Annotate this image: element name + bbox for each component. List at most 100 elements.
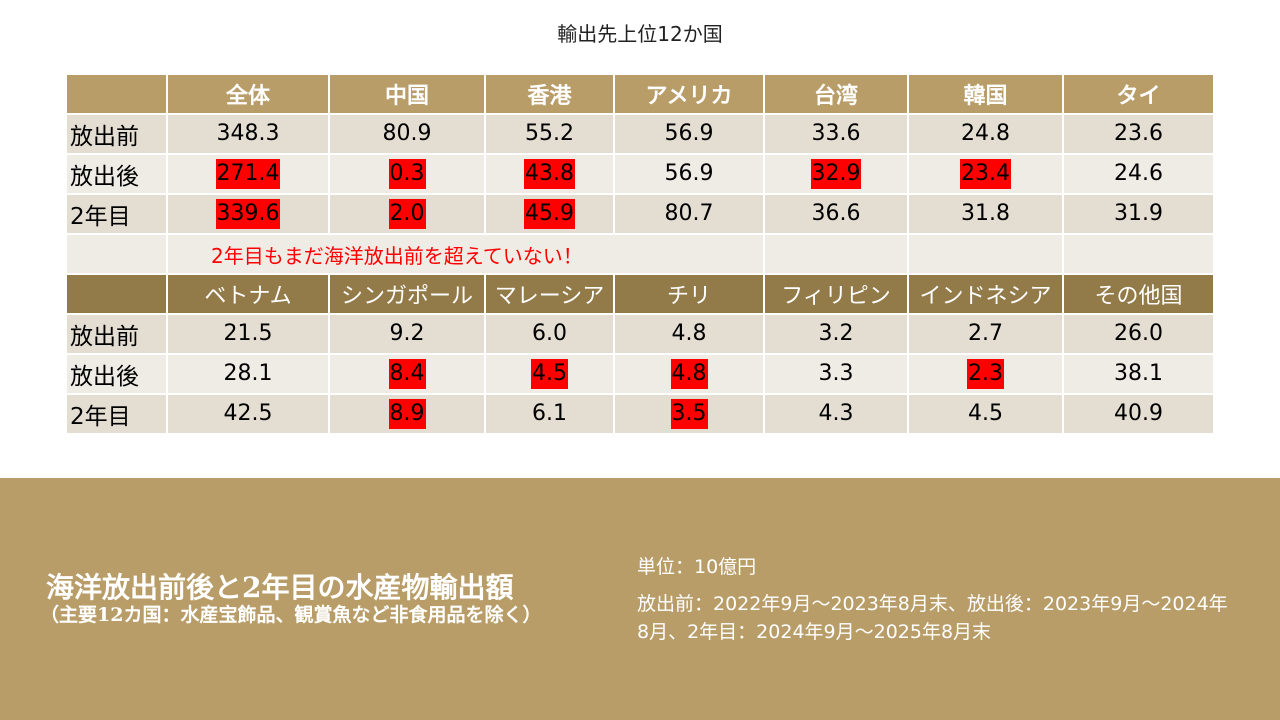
data-cell: 2.0 — [329, 194, 486, 235]
cell-value: 6.1 — [532, 401, 567, 426]
data-cell: 3.3 — [764, 354, 909, 395]
period-note: 放出前：2022年9月～2023年8月末、放出後：2023年9月～2024年8月… — [637, 593, 1228, 643]
cell-value: 56.9 — [664, 121, 714, 146]
data-cell: 33.6 — [764, 114, 909, 155]
cell-value: 31.9 — [1114, 201, 1163, 226]
cell-value: 21.5 — [223, 321, 273, 346]
data-cell: 80.7 — [614, 194, 765, 235]
header-row: ベトナム シンガポール マレーシア チリ フィリピン インドネシア その他国 — [67, 274, 1213, 315]
cell-value: 36.6 — [811, 201, 861, 226]
highlighted-value: 3.5 — [670, 399, 708, 429]
data-cell: 40.9 — [1063, 394, 1213, 435]
column-header: その他国 — [1063, 274, 1213, 315]
table-row: 放出前 348.3 80.9 55.2 56.9 33.6 24.8 23.6 — [67, 114, 1213, 155]
data-cell: 31.9 — [1063, 194, 1213, 235]
data-cell: 32.9 — [764, 154, 909, 195]
data-cell: 23.4 — [908, 154, 1064, 195]
table-body: 全体 中国 香港 アメリカ 台湾 韓国 タイ 放出前 348.3 80.9 55.2 56.9 33.6… — [67, 75, 1213, 435]
data-cell: 2.3 — [908, 354, 1064, 395]
column-header: 台湾 — [764, 75, 909, 115]
highlighted-value: 32.9 — [810, 159, 862, 189]
cell-value: 24.6 — [1114, 161, 1163, 186]
cell-value: 9.2 — [389, 321, 425, 346]
export-table: 全体 中国 香港 アメリカ 台湾 韓国 タイ 放出前 348.3 80.9 55.2 56.9 33.6… — [67, 75, 1213, 435]
header-corner-cell — [67, 75, 168, 115]
data-cell: 36.6 — [764, 194, 909, 235]
data-cell: 38.1 — [1063, 354, 1213, 395]
data-cell: 4.8 — [614, 314, 765, 355]
data-cell: 9.2 — [329, 314, 486, 355]
data-cell: 4.5 — [485, 354, 615, 395]
footer-subtitle: （主要12カ国：水産宝飾品、観賞魚など非食用品を除く） — [40, 604, 542, 626]
data-cell: 56.9 — [614, 154, 765, 195]
cell-value: 4.3 — [818, 401, 854, 426]
data-cell: 4.3 — [764, 394, 909, 435]
column-header: アメリカ — [614, 75, 765, 115]
column-header: ベトナム — [167, 274, 330, 315]
data-cell: 271.4 — [167, 154, 330, 195]
data-cell: 6.1 — [485, 394, 615, 435]
table-row: 放出前 21.5 9.2 6.0 4.8 3.2 2.7 26.0 — [67, 314, 1213, 355]
header-corner-cell — [67, 274, 168, 315]
data-cell: 28.1 — [167, 354, 330, 395]
highlighted-value: 8.4 — [388, 359, 426, 389]
data-cell: 26.0 — [1063, 314, 1213, 355]
cell-value: 33.6 — [811, 121, 861, 146]
row-label: 放出前 — [67, 314, 168, 355]
note-row: 2年目もまだ海洋放出前を超えていない！ — [67, 234, 1213, 275]
cell-value: 3.2 — [818, 321, 854, 346]
cell-value: 38.1 — [1114, 361, 1163, 386]
data-cell: 348.3 — [167, 114, 330, 155]
highlighted-value: 4.8 — [670, 359, 708, 389]
column-header: マレーシア — [485, 274, 615, 315]
data-cell: 42.5 — [167, 394, 330, 435]
column-header: 香港 — [485, 75, 615, 115]
data-cell: 339.6 — [167, 194, 330, 235]
row-label: 2年目 — [67, 394, 168, 435]
cell-value: 80.7 — [664, 201, 714, 226]
note-spacer-cell — [764, 234, 909, 275]
row-label: 2年目 — [67, 194, 168, 235]
highlighted-value: 8.9 — [388, 399, 426, 429]
column-header: タイ — [1063, 75, 1213, 115]
column-header: 全体 — [167, 75, 330, 115]
data-cell: 8.9 — [329, 394, 486, 435]
data-cell: 45.9 — [485, 194, 615, 235]
column-header: 韓国 — [908, 75, 1064, 115]
data-cell: 55.2 — [485, 114, 615, 155]
data-cell: 24.8 — [908, 114, 1064, 155]
cell-value: 4.5 — [968, 401, 1003, 426]
cell-value: 23.6 — [1114, 121, 1163, 146]
cell-value: 4.8 — [671, 321, 707, 346]
highlighted-value: 23.4 — [960, 159, 1011, 189]
note-spacer-cell — [1063, 234, 1213, 275]
highlighted-value: 339.6 — [215, 199, 281, 229]
cell-value: 40.9 — [1114, 401, 1163, 426]
cell-value: 42.5 — [223, 401, 273, 426]
cell-value: 2.7 — [968, 321, 1003, 346]
data-cell: 80.9 — [329, 114, 486, 155]
data-cell: 4.5 — [908, 394, 1064, 435]
column-header: チリ — [614, 274, 765, 315]
cell-value: 31.8 — [961, 201, 1010, 226]
cell-value: 28.1 — [223, 361, 273, 386]
data-cell: 3.2 — [764, 314, 909, 355]
table-row: 放出後 28.1 8.4 4.5 4.8 3.3 2.3 38.1 — [67, 354, 1213, 395]
comparison-note: 2年目もまだ海洋放出前を超えていない！ — [211, 243, 583, 268]
cell-value: 26.0 — [1114, 321, 1163, 346]
row-label: 放出前 — [67, 114, 168, 155]
footer-panel: 海洋放出前後と2年目の水産物輸出額 （主要12カ国：水産宝飾品、観賞魚など非食用… — [0, 478, 1280, 720]
data-cell: 31.8 — [908, 194, 1064, 235]
note-cell: 2年目もまだ海洋放出前を超えていない！ — [167, 234, 765, 275]
page-title: 輸出先上位12か国 — [557, 22, 723, 46]
cell-value: 56.9 — [664, 161, 714, 186]
column-header: フィリピン — [764, 274, 909, 315]
column-header: インドネシア — [908, 274, 1064, 315]
data-cell: 21.5 — [167, 314, 330, 355]
table-row: 2年目 42.5 8.9 6.1 3.5 4.3 4.5 40.9 — [67, 394, 1213, 435]
cell-value: 80.9 — [382, 121, 432, 146]
cell-value: 55.2 — [525, 121, 574, 146]
highlighted-value: 2.0 — [388, 199, 426, 229]
data-cell: 0.3 — [329, 154, 486, 195]
data-cell: 2.7 — [908, 314, 1064, 355]
